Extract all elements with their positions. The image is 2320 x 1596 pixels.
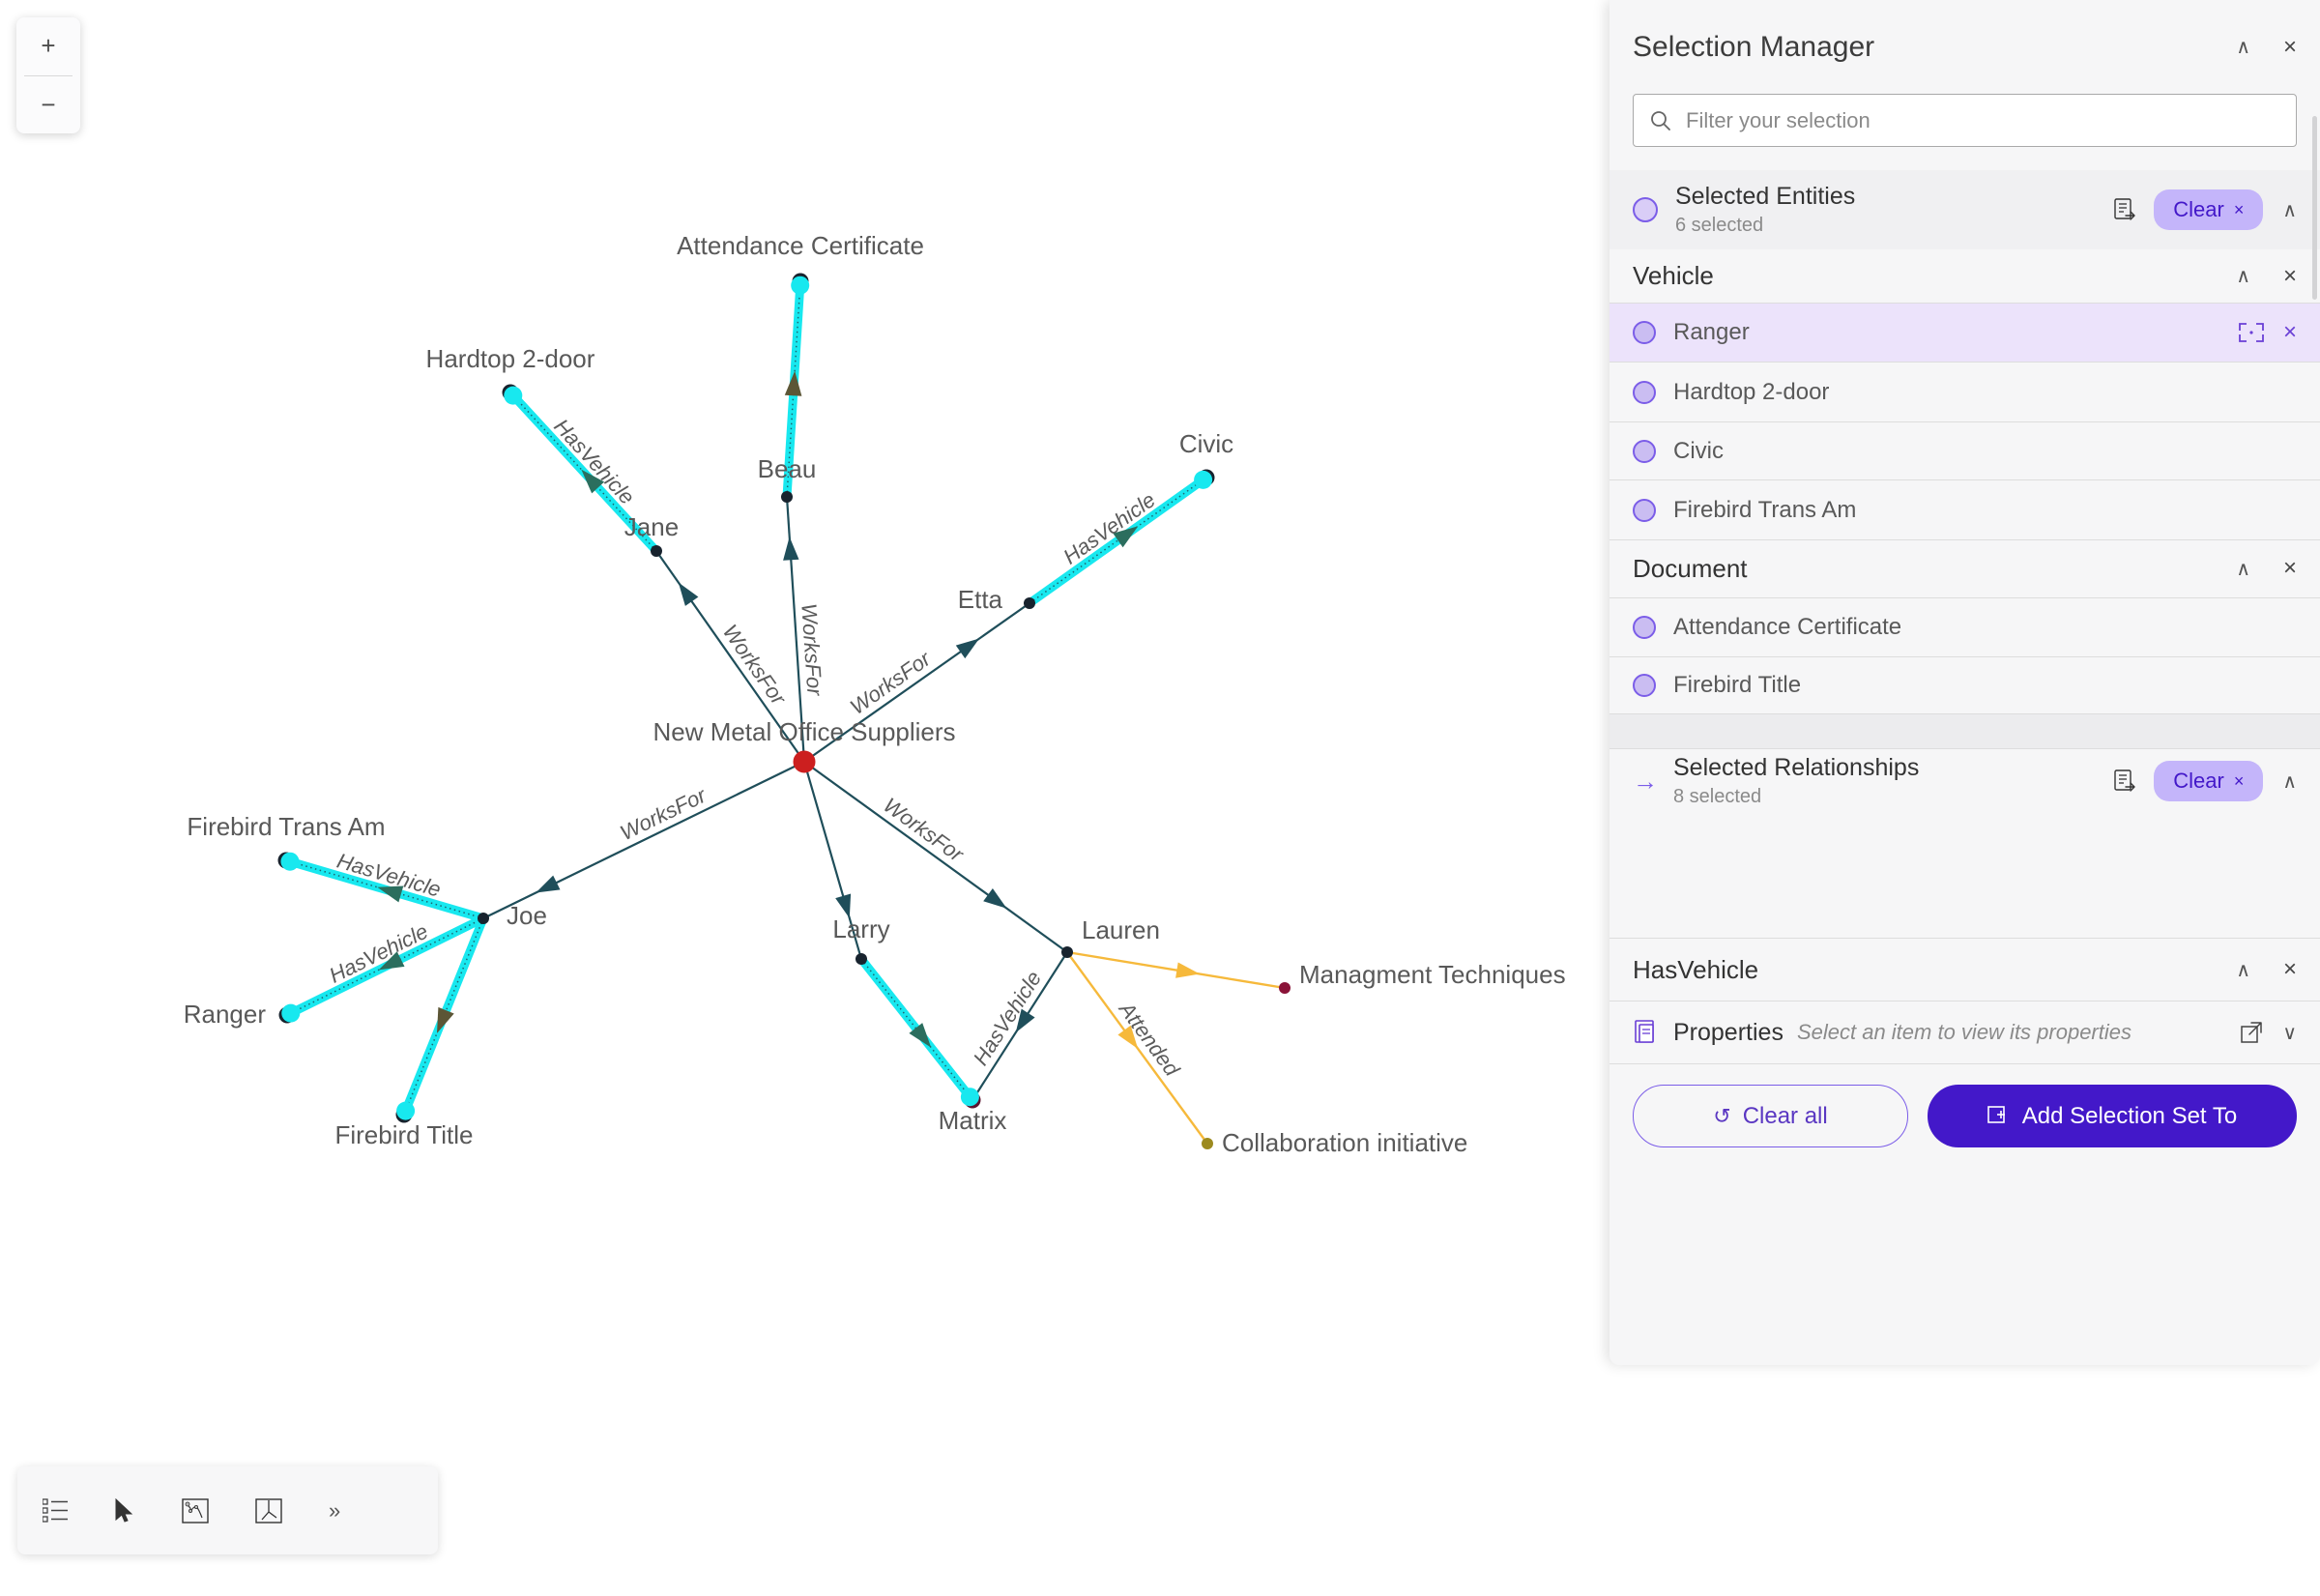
svg-text:WorksFor: WorksFor xyxy=(718,620,792,711)
svg-text:Attendance Certificate: Attendance Certificate xyxy=(677,231,924,260)
svg-text:HasVehicle: HasVehicle xyxy=(969,967,1047,1070)
svg-text:Joe: Joe xyxy=(507,901,547,930)
svg-text:HasVehicle: HasVehicle xyxy=(549,414,639,508)
svg-text:HasVehicle: HasVehicle xyxy=(1058,487,1160,568)
svg-text:WorksFor: WorksFor xyxy=(846,646,937,719)
svg-text:Civic: Civic xyxy=(1179,429,1233,458)
svg-text:Jane: Jane xyxy=(624,512,679,541)
svg-text:Firebird Trans Am: Firebird Trans Am xyxy=(187,812,385,841)
svg-text:New Metal Office Suppliers: New Metal Office Suppliers xyxy=(652,717,955,746)
svg-text:Collaboration initiative: Collaboration initiative xyxy=(1222,1128,1467,1157)
svg-text:Etta: Etta xyxy=(958,585,1003,614)
svg-text:WorksFor: WorksFor xyxy=(879,793,969,867)
svg-text:Lauren: Lauren xyxy=(1082,915,1160,944)
svg-text:Larry: Larry xyxy=(832,914,889,943)
svg-text:Matrix: Matrix xyxy=(939,1106,1007,1135)
svg-text:Beau: Beau xyxy=(758,454,817,483)
svg-text:Hardtop 2-door: Hardtop 2-door xyxy=(426,344,595,373)
svg-text:Firebird Title: Firebird Title xyxy=(334,1120,473,1149)
svg-text:WorksFor: WorksFor xyxy=(797,602,826,697)
svg-text:Managment Techniques: Managment Techniques xyxy=(1299,960,1566,989)
svg-text:Ranger: Ranger xyxy=(184,1000,267,1029)
